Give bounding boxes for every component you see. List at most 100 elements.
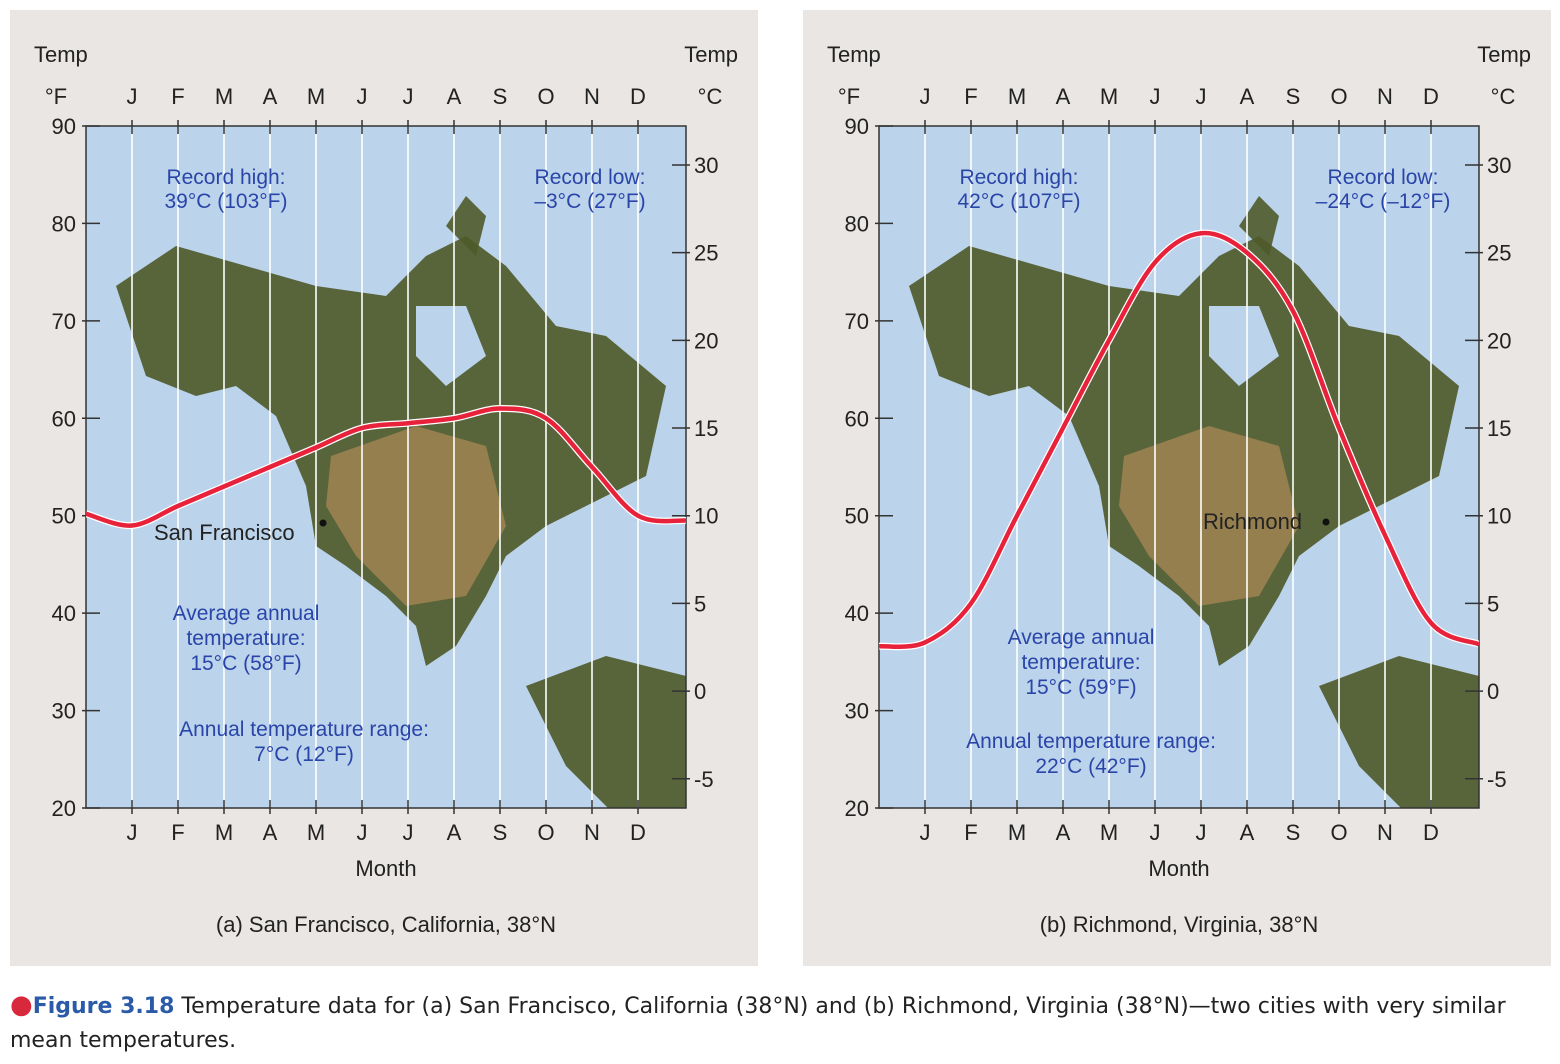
temperature-curve [879, 230, 1479, 649]
y-tick-label-c: -5 [1487, 767, 1507, 792]
y-tick-label-f: 30 [52, 699, 76, 724]
interior-land [326, 426, 506, 606]
y-tick-label-f: 80 [845, 211, 869, 236]
month-label-top: F [964, 84, 977, 109]
month-label-top: J [1196, 84, 1207, 109]
month-label-bottom: F [964, 820, 977, 845]
month-label-top: J [403, 84, 414, 109]
range-value: 22°C (42°F) [1035, 755, 1146, 778]
month-label-top: J [1150, 84, 1161, 109]
y-tick-label-c: 0 [694, 679, 706, 704]
south-america-land [1319, 656, 1479, 808]
record-high-value: 42°C (107°F) [957, 190, 1080, 213]
month-label-top: N [584, 84, 600, 109]
y-tick-label-f: 80 [52, 211, 76, 236]
month-label-bottom: O [1330, 820, 1347, 845]
y-tick-label-c: 5 [694, 591, 706, 616]
map-background [116, 196, 686, 808]
y-axis-unit-left: °F [838, 84, 860, 109]
month-label-bottom: S [1286, 820, 1301, 845]
y-axis-unit-right: °C [1491, 84, 1516, 109]
y-tick-label-f: 40 [845, 601, 869, 626]
caption-text: Temperature data for (a) San Francisco, … [10, 994, 1506, 1053]
y-tick-label-c: 30 [694, 153, 718, 178]
south-america-land [526, 656, 686, 808]
month-label-bottom: M [1008, 820, 1026, 845]
y-tick-label-f: 50 [52, 504, 76, 529]
y-tick-label-f: 40 [52, 601, 76, 626]
y-tick-label-c: 15 [1487, 416, 1511, 441]
record-high-label: Record high: [166, 166, 285, 189]
record-low-label: Record low: [1328, 166, 1439, 189]
y-tick-label-f: 70 [52, 309, 76, 334]
y-axis-unit-left: °F [45, 84, 67, 109]
y-tick-label-c: 30 [1487, 153, 1511, 178]
y-tick-label-f: 70 [845, 309, 869, 334]
month-label-top: D [630, 84, 646, 109]
average-value: 15°C (59°F) [1025, 676, 1136, 699]
month-label-top: J [920, 84, 931, 109]
month-label-bottom: D [630, 820, 646, 845]
y-axis-title-right: Temp [684, 42, 738, 67]
y-tick-label-f: 20 [845, 796, 869, 821]
month-label-top: S [1286, 84, 1301, 109]
month-label-bottom: A [1240, 820, 1255, 845]
interior-land [1119, 426, 1299, 606]
month-label-bottom: A [263, 820, 278, 845]
range-value: 7°C (12°F) [254, 743, 354, 766]
figure-caption: ●Figure 3.18 Temperature data for (a) Sa… [10, 988, 1550, 1058]
plot-border [878, 125, 1480, 809]
chart-title: (a) San Francisco, California, 38°N [216, 912, 556, 937]
average-label-line1: Average annual [173, 602, 320, 625]
greenland-land [446, 196, 486, 256]
y-tick-label-c: 5 [1487, 591, 1499, 616]
chart-panel-richmond: 20 30 40 50 60 70 80 90 -5 0 5 10 15 20 25 30 J J F F M M A A M M… [803, 10, 1551, 966]
month-label-bottom: J [357, 820, 368, 845]
range-label: Annual temperature range: [179, 718, 429, 741]
record-low-label: Record low: [535, 166, 646, 189]
month-label-bottom: J [920, 820, 931, 845]
month-label-bottom: M [307, 820, 325, 845]
y-tick-label-c: 15 [694, 416, 718, 441]
month-label-top: S [493, 84, 508, 109]
y-tick-label-c: 0 [1487, 679, 1499, 704]
month-label-top: A [1240, 84, 1255, 109]
month-label-top: M [215, 84, 233, 109]
month-label-top: D [1423, 84, 1439, 109]
month-label-top: O [1330, 84, 1347, 109]
y-tick-label-f: 30 [845, 699, 869, 724]
month-label-top: F [171, 84, 184, 109]
city-label: San Francisco [154, 520, 295, 545]
y-tick-label-c: 25 [1487, 241, 1511, 266]
month-label-top: N [1377, 84, 1393, 109]
map-background [909, 196, 1479, 808]
month-label-top: O [537, 84, 554, 109]
y-axis-unit-right: °C [698, 84, 723, 109]
month-label-bottom: N [1377, 820, 1393, 845]
month-label-bottom: A [447, 820, 462, 845]
month-label-bottom: J [1196, 820, 1207, 845]
y-tick-label-f: 90 [845, 114, 869, 139]
record-low-value: –24°C (–12°F) [1316, 190, 1451, 213]
chart-san-francisco: 20 30 40 50 60 70 80 90 -5 0 5 10 15 20 25 30 J J F F M M A A M M… [34, 42, 738, 937]
month-label-bottom: J [127, 820, 138, 845]
x-axis-title: Month [1148, 856, 1209, 881]
month-label-bottom: O [537, 820, 554, 845]
month-label-bottom: F [171, 820, 184, 845]
month-label-bottom: A [1056, 820, 1071, 845]
range-label: Annual temperature range: [966, 730, 1216, 753]
average-label-line1: Average annual [1008, 626, 1155, 649]
y-tick-label-c: 25 [694, 241, 718, 266]
y-axis-title-left: Temp [827, 42, 881, 67]
month-label-top: J [127, 84, 138, 109]
y-axis-title-right: Temp [1477, 42, 1531, 67]
chart-title: (b) Richmond, Virginia, 38°N [1040, 912, 1319, 937]
chart-panel-san-francisco: 20 30 40 50 60 70 80 90 -5 0 5 10 15 20 25 30 J J F F M M A A M M… [10, 10, 758, 966]
month-label-top: M [1100, 84, 1118, 109]
record-low-value: –3°C (27°F) [534, 190, 645, 213]
month-label-top: M [307, 84, 325, 109]
city-dot [319, 519, 327, 527]
y-tick-label-c: 20 [694, 328, 718, 353]
month-label-bottom: M [1100, 820, 1118, 845]
x-axis-title: Month [355, 856, 416, 881]
